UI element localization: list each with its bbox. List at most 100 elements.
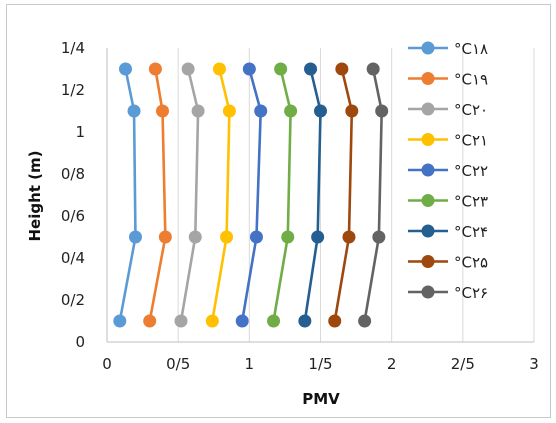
legend-marker — [421, 255, 435, 268]
data-point — [113, 314, 127, 328]
data-point — [212, 62, 226, 76]
data-point — [335, 62, 349, 76]
series-line — [240, 68, 263, 322]
series-line — [363, 68, 384, 322]
series-6 — [298, 62, 327, 328]
data-point — [311, 230, 325, 244]
legend-marker — [421, 41, 435, 55]
legend-label: °C۱۸ — [454, 40, 488, 58]
legend-marker — [421, 102, 435, 116]
series-3 — [205, 62, 236, 328]
series-line — [333, 68, 354, 322]
y-tick-label: 1/4 — [61, 39, 85, 57]
legend-label: °C۲۶ — [454, 284, 488, 302]
data-point — [267, 314, 281, 328]
data-point — [274, 62, 288, 76]
axes — [106, 48, 534, 343]
data-point — [358, 314, 372, 328]
y-tick-label: 1/2 — [61, 81, 85, 99]
legend-label: °C۲۰ — [454, 101, 488, 119]
series-line — [179, 68, 200, 322]
series-1 — [143, 62, 172, 328]
series-line — [303, 68, 322, 322]
legend-marker — [421, 72, 435, 85]
y-tick-label: 0/8 — [61, 165, 85, 183]
legend-marker — [421, 285, 435, 299]
x-tick-label: 1/5 — [308, 355, 332, 373]
data-point — [284, 104, 298, 118]
data-point — [181, 62, 195, 76]
gridlines — [177, 48, 535, 342]
legend-marker — [421, 133, 435, 146]
series-line — [272, 68, 292, 322]
series-layer — [113, 62, 389, 328]
y-axis-title: Height (m) — [26, 150, 44, 241]
data-point — [143, 314, 157, 328]
legend-item: °C۱۸ — [408, 40, 488, 58]
data-point — [372, 230, 386, 244]
legend-item: °C۲۲ — [408, 162, 488, 180]
series-line — [118, 68, 137, 322]
data-point — [342, 230, 356, 244]
data-point — [281, 230, 295, 244]
data-point — [254, 104, 268, 118]
data-point — [205, 314, 219, 328]
legend-label: °C۱۹ — [454, 71, 488, 89]
series-4 — [235, 62, 268, 328]
x-tick-label: 1 — [245, 355, 255, 373]
y-tick-label: 1 — [75, 123, 85, 141]
x-tick-label: 3 — [529, 355, 539, 373]
data-point — [188, 230, 202, 244]
x-tick-label: 2/5 — [451, 355, 475, 373]
legend-marker — [421, 163, 435, 177]
data-point — [148, 62, 162, 76]
y-tick-label: 0/6 — [61, 207, 85, 225]
series-line — [148, 68, 167, 322]
data-point — [298, 314, 312, 328]
data-point — [314, 104, 327, 118]
series-2 — [174, 62, 205, 328]
x-tick-label: 2 — [387, 355, 397, 373]
legend-label: °C۲۱ — [454, 132, 488, 150]
data-point — [191, 104, 205, 118]
data-point — [156, 104, 170, 118]
legend-item: °C۲۰ — [408, 101, 488, 119]
legend-label: °C۲۴ — [454, 223, 488, 241]
data-point — [222, 104, 236, 118]
legend-item: °C۲۴ — [408, 223, 488, 241]
legend-item: °C۲۶ — [408, 284, 488, 302]
data-point — [158, 230, 172, 244]
tick-labels: 0 0/5 1 1/5 2 2/5 3 0 0/2 0/4 0/6 0/8 1 1/2 1/4 — [61, 39, 539, 373]
data-point — [128, 230, 142, 244]
legend-marker — [421, 224, 435, 238]
data-point — [242, 62, 256, 76]
series-8 — [358, 62, 389, 328]
legend: °C۱۸ °C۱۹ °C۲۰ °C۲۱ °C۲۲ °C۲۳ °C۲۴ °C۲۵ °C۲۶ — [408, 40, 488, 302]
y-tick-label: 0/2 — [61, 291, 85, 309]
legend-label: °C۲۲ — [454, 162, 488, 180]
series-7 — [328, 62, 359, 328]
data-point — [304, 62, 318, 76]
data-point — [366, 62, 380, 76]
series-5 — [267, 62, 298, 328]
x-tick-label: 0 — [102, 355, 112, 373]
data-point — [174, 314, 188, 328]
data-point — [127, 104, 141, 118]
data-point — [375, 104, 389, 118]
x-axis-title: PMV — [302, 390, 340, 408]
y-tick-label: 0/4 — [61, 249, 85, 267]
series-line — [211, 68, 231, 322]
legend-item: °C۲۱ — [408, 132, 488, 150]
data-point — [249, 230, 263, 244]
legend-item: °C۱۹ — [408, 71, 488, 89]
legend-item: °C۲۳ — [408, 193, 488, 211]
data-point — [119, 62, 133, 76]
legend-marker — [421, 194, 435, 207]
data-point — [328, 314, 342, 328]
legend-label: °C۲۳ — [454, 193, 488, 211]
data-point — [345, 104, 359, 118]
x-tick-label: 0/5 — [166, 355, 190, 373]
legend-item: °C۲۵ — [408, 254, 488, 272]
series-0 — [113, 62, 142, 328]
